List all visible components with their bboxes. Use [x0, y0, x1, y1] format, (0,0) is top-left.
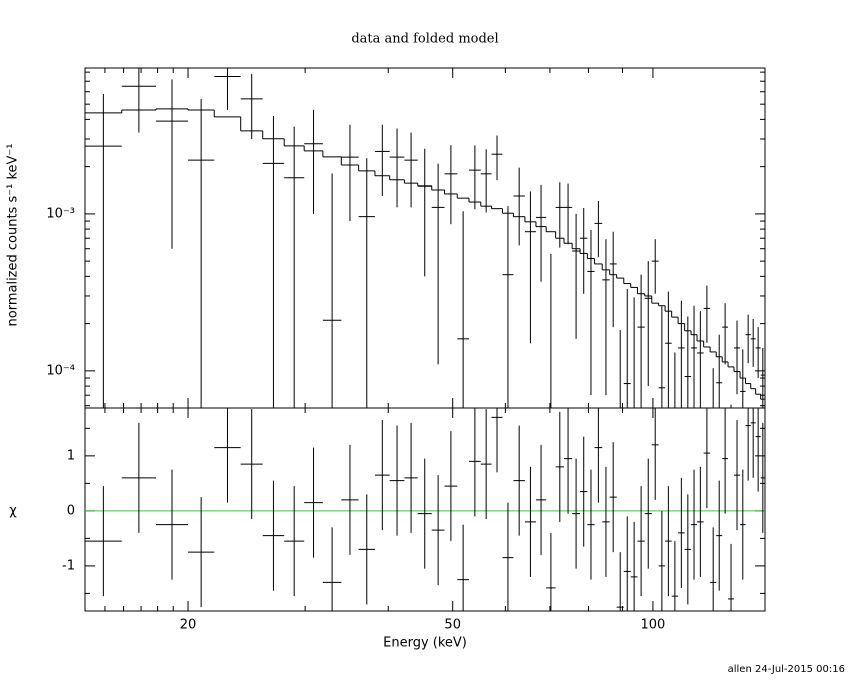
x-axis-label: Energy (keV)	[383, 636, 467, 651]
y-axis-label: normalized counts s⁻¹ keV⁻¹	[6, 144, 21, 327]
y-tick-label: 1	[67, 448, 75, 463]
y-tick-label: 10⁻⁴	[46, 363, 75, 378]
y-axis-label: χ	[9, 504, 17, 519]
x-tick-label: 20	[180, 618, 197, 633]
x-tick-label: 50	[444, 618, 461, 633]
chart-title: data and folded model	[351, 32, 498, 47]
footer: allen 24-Jul-2015 00:16	[728, 664, 845, 675]
x-tick-label: 100	[641, 618, 666, 633]
plot-frame	[84, 407, 766, 612]
y-tick-label: 0	[67, 503, 75, 518]
y-tick-label: -1	[62, 558, 75, 573]
y-tick-label: 10⁻³	[46, 206, 75, 221]
